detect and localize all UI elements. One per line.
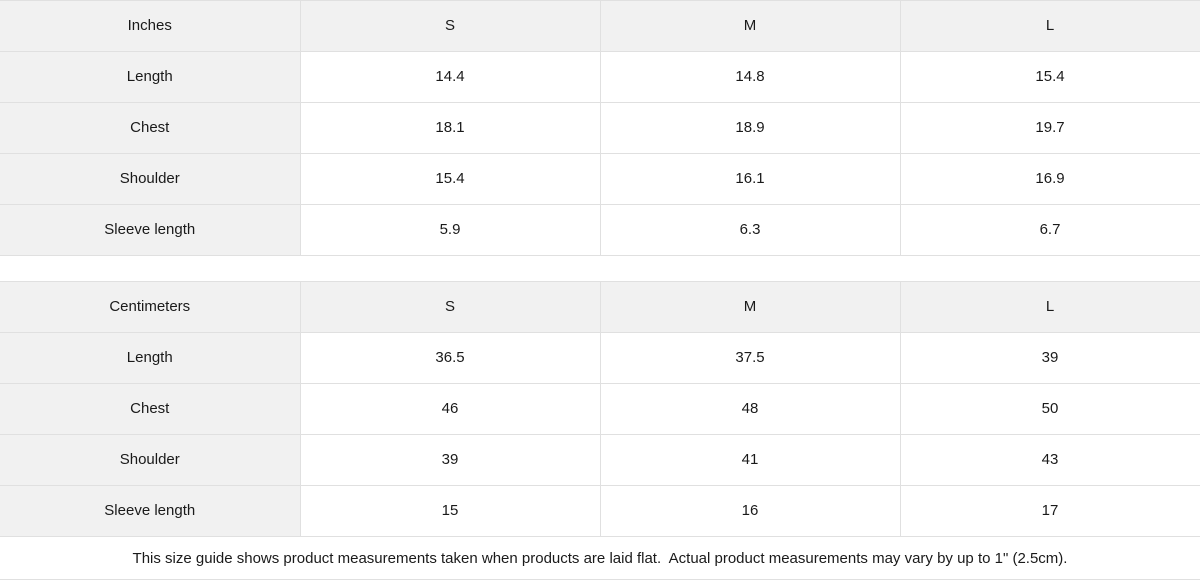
size-table-inches: Inches S M L Length 14.4 14.8 15.4 Chest… <box>0 0 1200 256</box>
row-label-sleeve-length: Sleeve length <box>0 204 301 256</box>
cell-sleeve-length-m: 16 <box>600 485 901 538</box>
cell-chest-s: 18.1 <box>300 102 601 154</box>
unit-label-inches: Inches <box>0 0 301 52</box>
column-header-l: L <box>900 281 1200 334</box>
cell-chest-l: 19.7 <box>900 102 1200 154</box>
column-header-m: M <box>600 0 901 52</box>
cell-length-m: 14.8 <box>600 51 901 103</box>
cell-shoulder-m: 16.1 <box>600 153 901 205</box>
row-label-chest: Chest <box>0 102 301 154</box>
cell-shoulder-s: 39 <box>300 434 601 487</box>
cell-shoulder-l: 43 <box>900 434 1200 487</box>
table-row: Length 14.4 14.8 15.4 <box>0 51 1200 103</box>
table-row: Shoulder 39 41 43 <box>0 434 1200 487</box>
column-header-s: S <box>300 0 601 52</box>
table-row: Length 36.5 37.5 39 <box>0 332 1200 385</box>
cell-chest-l: 50 <box>900 383 1200 436</box>
table-centimeters-header: Centimeters S M L <box>0 281 1200 334</box>
table-inches-header: Inches S M L <box>0 0 1200 52</box>
cell-chest-s: 46 <box>300 383 601 436</box>
table-separator-gap <box>0 256 1200 282</box>
cell-shoulder-l: 16.9 <box>900 153 1200 205</box>
row-label-sleeve-length: Sleeve length <box>0 485 301 538</box>
row-label-length: Length <box>0 51 301 103</box>
table-row: Sleeve length 15 16 17 <box>0 485 1200 538</box>
cell-length-s: 14.4 <box>300 51 601 103</box>
cell-sleeve-length-l: 17 <box>900 485 1200 538</box>
row-label-length: Length <box>0 332 301 385</box>
size-guide-footnote: This size guide shows product measuremen… <box>0 537 1200 580</box>
cell-sleeve-length-m: 6.3 <box>600 204 901 256</box>
cell-sleeve-length-l: 6.7 <box>900 204 1200 256</box>
size-table-centimeters: Centimeters S M L Length 36.5 37.5 39 Ch… <box>0 281 1200 538</box>
table-row: Sleeve length 5.9 6.3 6.7 <box>0 204 1200 256</box>
cell-chest-m: 18.9 <box>600 102 901 154</box>
cell-shoulder-s: 15.4 <box>300 153 601 205</box>
cell-sleeve-length-s: 5.9 <box>300 204 601 256</box>
row-label-chest: Chest <box>0 383 301 436</box>
header-row: Centimeters S M L <box>0 281 1200 334</box>
table-row: Shoulder 15.4 16.1 16.9 <box>0 153 1200 205</box>
cell-length-l: 15.4 <box>900 51 1200 103</box>
cell-chest-m: 48 <box>600 383 901 436</box>
column-header-m: M <box>600 281 901 334</box>
cell-sleeve-length-s: 15 <box>300 485 601 538</box>
row-label-shoulder: Shoulder <box>0 434 301 487</box>
footnote-text: This size guide shows product measuremen… <box>132 549 1068 567</box>
row-label-shoulder: Shoulder <box>0 153 301 205</box>
cell-length-s: 36.5 <box>300 332 601 385</box>
table-inches-body: Length 14.4 14.8 15.4 Chest 18.1 18.9 19… <box>0 51 1200 256</box>
column-header-s: S <box>300 281 601 334</box>
table-row: Chest 18.1 18.9 19.7 <box>0 102 1200 154</box>
column-header-l: L <box>900 0 1200 52</box>
cell-length-m: 37.5 <box>600 332 901 385</box>
table-row: Chest 46 48 50 <box>0 383 1200 436</box>
header-row: Inches S M L <box>0 0 1200 52</box>
cell-shoulder-m: 41 <box>600 434 901 487</box>
table-centimeters-body: Length 36.5 37.5 39 Chest 46 48 50 Shoul… <box>0 332 1200 538</box>
unit-label-centimeters: Centimeters <box>0 281 301 334</box>
cell-length-l: 39 <box>900 332 1200 385</box>
